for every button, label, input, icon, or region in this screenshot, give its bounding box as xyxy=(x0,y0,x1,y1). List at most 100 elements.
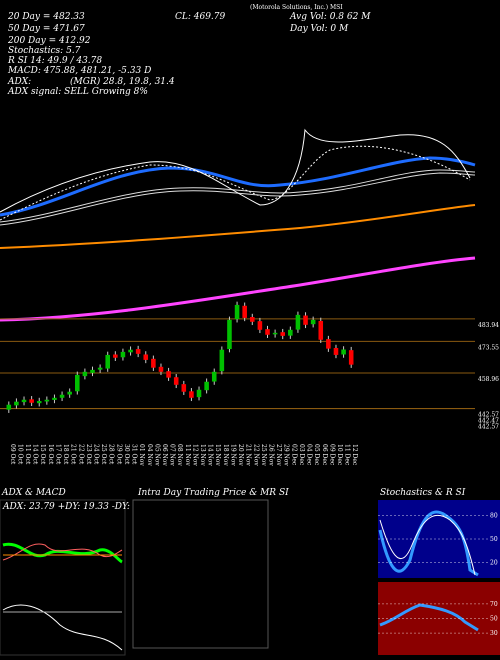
x-tick-label: 10 Oct xyxy=(16,444,23,465)
x-tick-label: 30 Oct xyxy=(123,444,130,465)
ma-line xyxy=(0,169,476,223)
candle-body xyxy=(21,399,27,403)
x-tick-label: 12 Nov xyxy=(191,444,198,466)
candle-body xyxy=(280,332,285,336)
info: 200 Day = 412.92 xyxy=(7,36,91,46)
candle-body xyxy=(250,317,255,322)
panel-title: Stochastics & R SI xyxy=(380,488,466,498)
info: ADX: xyxy=(7,77,31,87)
tick-label: 30 xyxy=(490,630,498,637)
x-tick-label: 09 Oct xyxy=(9,444,16,465)
candle-body xyxy=(310,319,316,325)
candle-body xyxy=(143,354,149,360)
adx-line xyxy=(2,542,123,564)
level-label: 458.96 xyxy=(478,376,499,383)
info: MACD: 475.88, 481.21, -5.33 D xyxy=(7,66,151,76)
ma-line xyxy=(0,204,476,249)
panel-title: Intra Day Trading Price & MR SI xyxy=(137,488,289,498)
candle-body xyxy=(82,371,88,377)
day-vol: Day Vol: 0 M xyxy=(289,24,349,34)
x-tick-label: 07 Nov xyxy=(169,444,176,466)
stoch-line xyxy=(379,514,476,576)
tick-label: 80 xyxy=(490,513,498,520)
candle-body xyxy=(128,349,133,353)
info: (MGR) 28.8, 19.8, 31.4 xyxy=(70,76,175,87)
candle-body xyxy=(6,404,12,410)
candle-body xyxy=(36,401,42,404)
candle-body xyxy=(151,358,156,368)
x-tick-label: 12 Dec xyxy=(351,444,358,466)
tick-label: 50 xyxy=(490,536,498,543)
candle-body xyxy=(211,371,217,382)
candle-body xyxy=(272,332,278,335)
x-tick-label: 10 Dec xyxy=(336,444,343,466)
candle-body xyxy=(158,366,164,372)
info: R SI 14: 49.9 / 43.78 xyxy=(7,56,102,66)
candle-body xyxy=(135,349,141,354)
candle-body xyxy=(44,399,50,402)
close: CL: 469.79 xyxy=(175,12,226,22)
candle-body xyxy=(288,329,293,336)
candle-body xyxy=(318,320,324,340)
x-tick-label: 29 Nov xyxy=(283,444,290,466)
info: Stochastics: 5.7 xyxy=(8,46,81,56)
panel-legend: ADX: 23.79 +DY: 19.33 -DY: 31.4 xyxy=(2,502,153,512)
x-tick-label: 23 Oct xyxy=(85,444,92,465)
x-tick-label: 22 Nov xyxy=(252,444,259,466)
candle-body xyxy=(29,399,34,403)
candle-body xyxy=(189,391,194,398)
x-tick-label: 03 Dec xyxy=(298,444,305,466)
rsi-line xyxy=(379,603,479,632)
macd-line xyxy=(2,604,123,651)
candle-body xyxy=(219,349,225,372)
panel-title: ADX & MACD xyxy=(1,488,66,498)
x-tick-label: 16 Oct xyxy=(47,444,54,465)
candle-body xyxy=(333,347,339,355)
candle-body xyxy=(166,371,171,378)
tick-label: 20 xyxy=(490,559,498,566)
x-tick-label: 27 Nov xyxy=(275,444,282,466)
x-tick-label: 06 Nov xyxy=(161,444,168,466)
x-tick-label: 15 Oct xyxy=(39,444,46,465)
x-tick-label: 14 Nov xyxy=(207,444,214,466)
x-tick-label: 06 Dec xyxy=(321,444,328,466)
x-tick-label: 02 Dec xyxy=(290,444,297,466)
level-label: 442.57 xyxy=(478,411,499,418)
candle-body xyxy=(303,315,308,325)
candle-body xyxy=(227,319,232,350)
x-tick-label: 08 Nov xyxy=(176,444,183,466)
info: 20 Day = 482.33 xyxy=(7,12,85,22)
x-tick-label: 17 Oct xyxy=(54,444,61,465)
level-label: 442.57 xyxy=(478,423,499,430)
level-label: 483.94 xyxy=(478,322,499,329)
ma-line xyxy=(0,256,476,322)
level-label: 473.55 xyxy=(478,344,499,351)
x-tick-label: 14 Oct xyxy=(32,444,39,465)
candle-body xyxy=(295,314,301,330)
x-tick-label: 21 Oct xyxy=(70,444,77,465)
panel xyxy=(132,499,269,649)
panel xyxy=(0,499,126,656)
x-tick-label: 04 Nov xyxy=(146,444,153,466)
x-tick-label: 25 Nov xyxy=(260,444,267,466)
x-tick-label: 20 Nov xyxy=(237,444,244,466)
price-line xyxy=(0,128,471,213)
avg-vol: Avg Vol: 0.8 62 M xyxy=(289,12,371,22)
x-tick-label: 25 Oct xyxy=(100,444,107,465)
info: 50 Day = 471.67 xyxy=(8,24,85,34)
info: ADX signal: SELL Growing 8% xyxy=(7,87,148,97)
ma-line xyxy=(0,145,471,221)
x-tick-label: 01 Nov xyxy=(138,444,145,466)
candle-body xyxy=(257,321,263,330)
candle-body xyxy=(242,305,247,318)
candle-body xyxy=(196,389,202,398)
x-tick-label: 18 Nov xyxy=(222,444,229,466)
x-tick-label: 18 Oct xyxy=(62,444,69,465)
x-tick-label: 31 Oct xyxy=(131,444,138,465)
x-tick-label: 22 Oct xyxy=(77,444,84,465)
x-tick-label: 11 Nov xyxy=(184,444,191,466)
candle-body xyxy=(90,369,95,373)
ma-line xyxy=(0,156,476,217)
candle-body xyxy=(120,351,126,358)
